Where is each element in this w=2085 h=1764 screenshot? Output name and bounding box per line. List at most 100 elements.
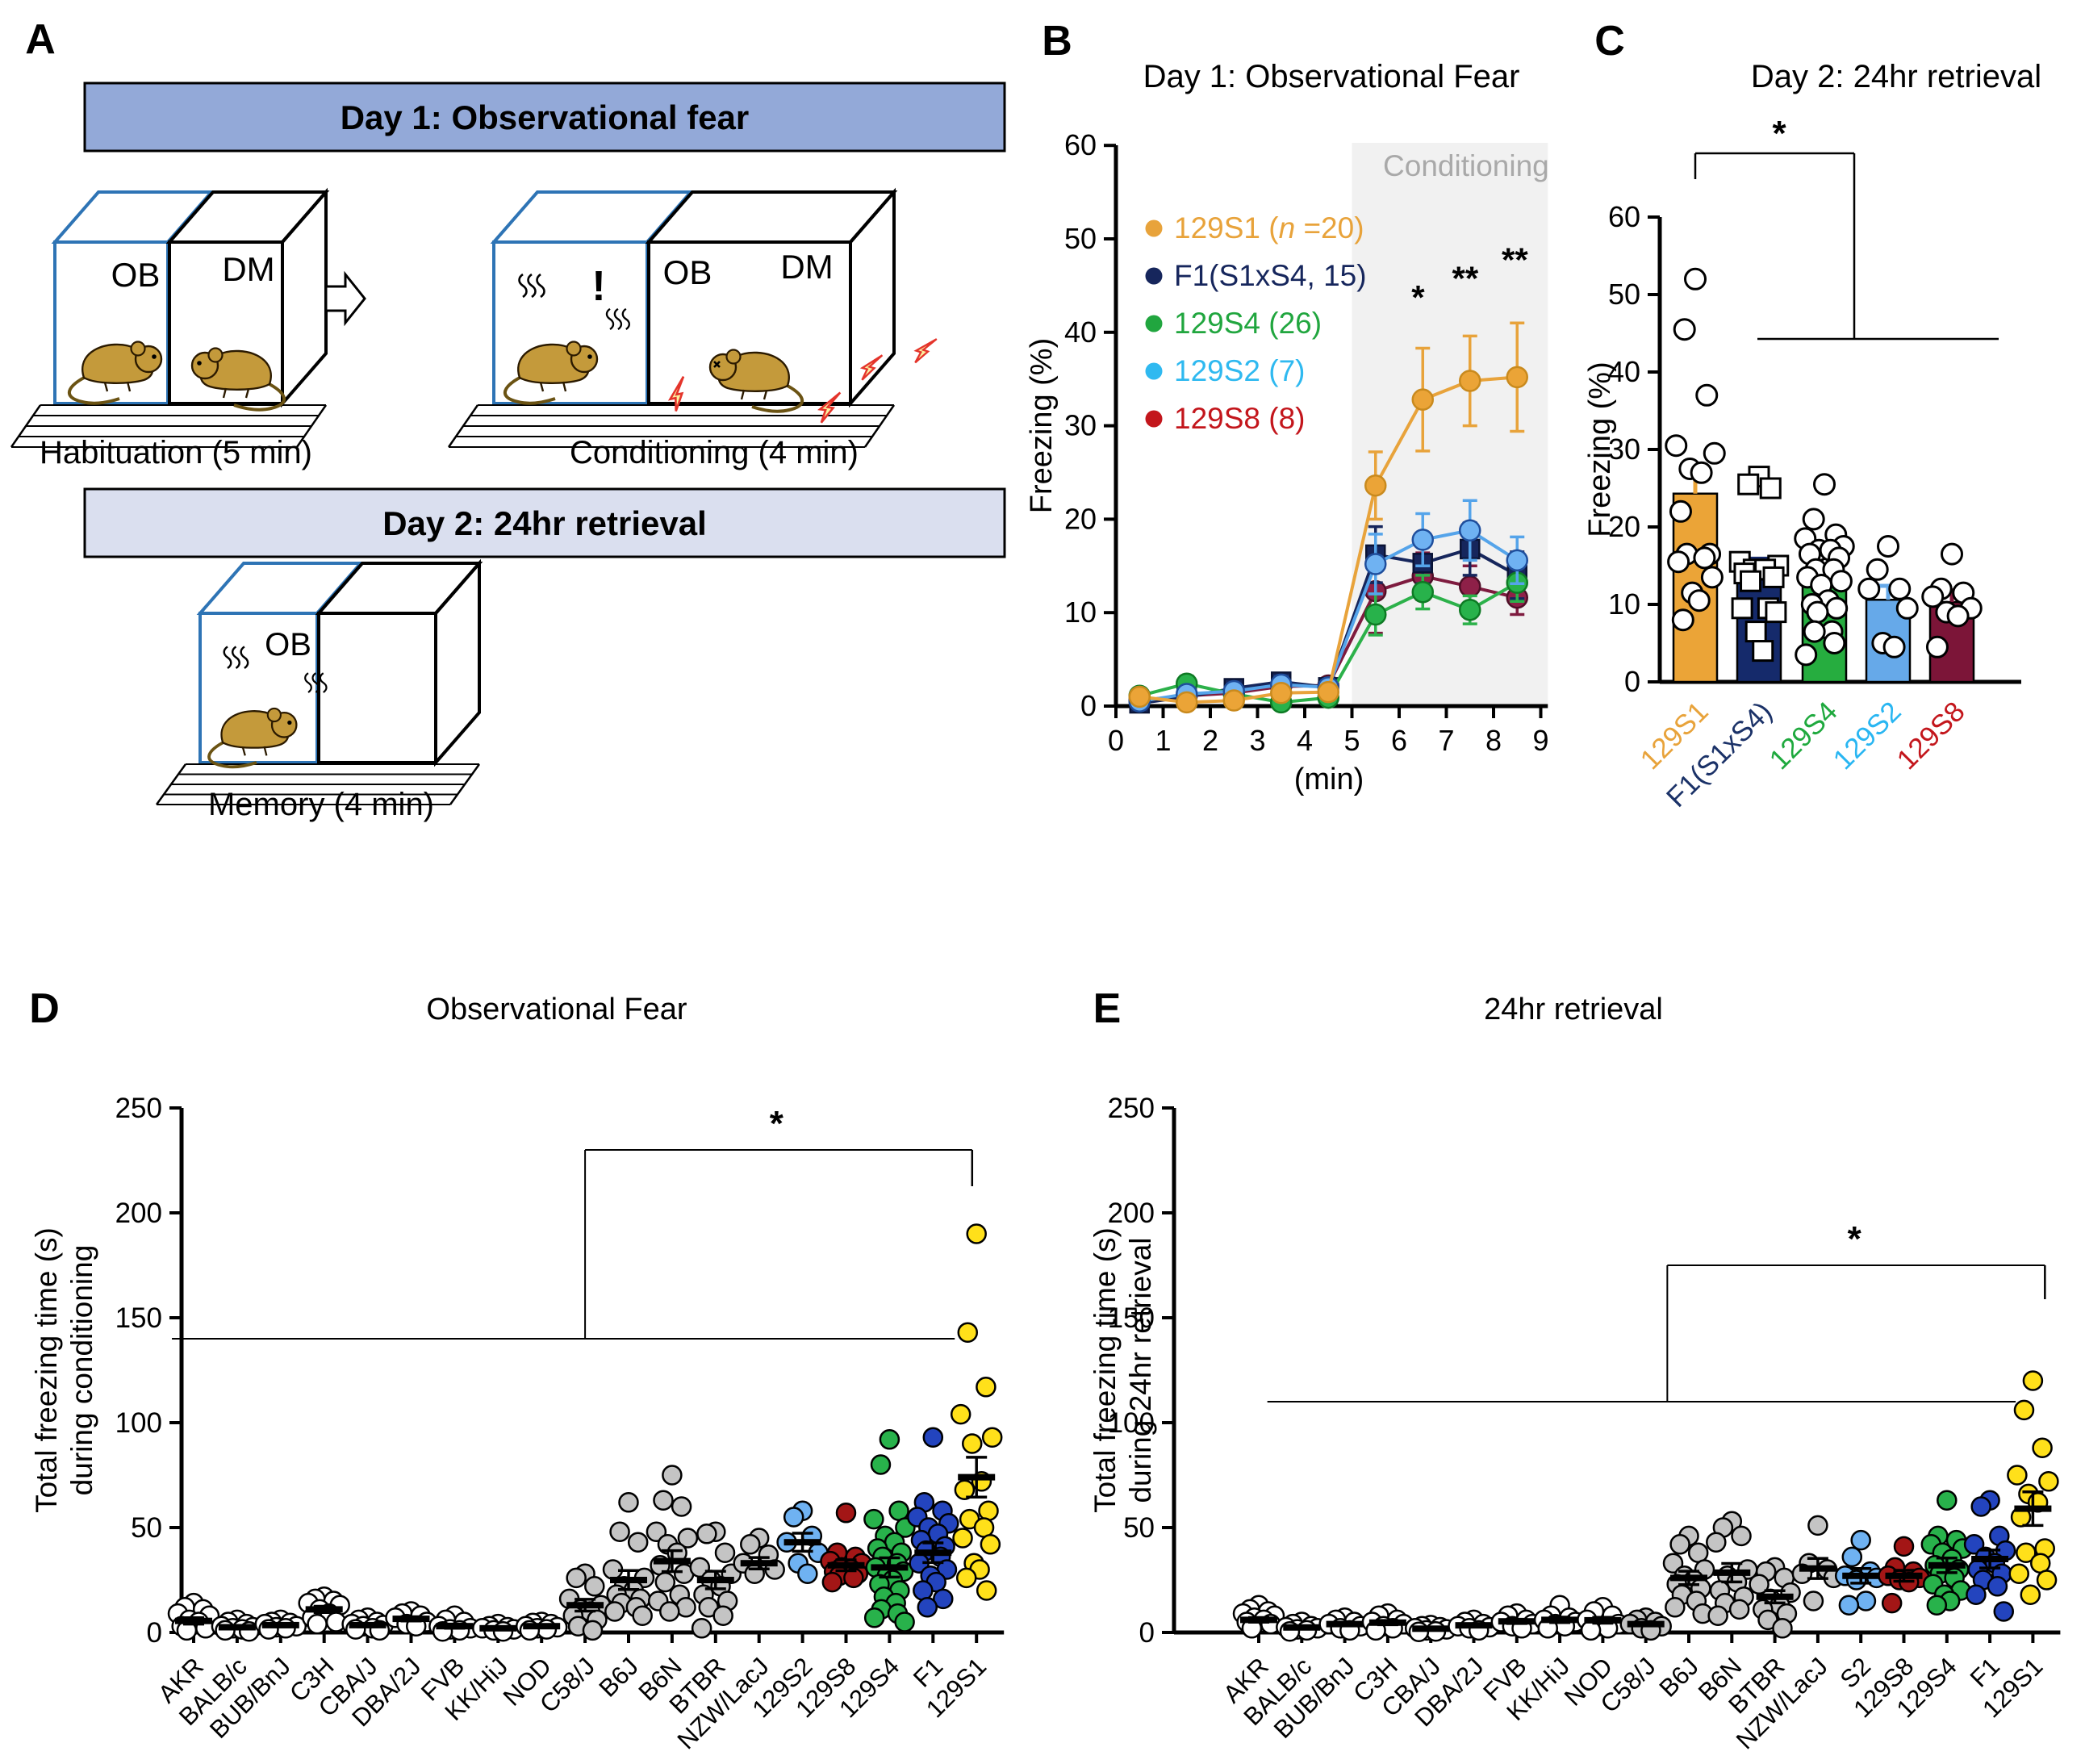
mean-bar [610,1577,647,1583]
data-point [584,1576,605,1597]
data-point [797,1563,818,1584]
banner-title: Day 2: 24hr retrieval [382,504,707,542]
data-point [1667,550,1690,574]
phase-banner [83,82,1006,153]
data-point [1687,1542,1709,1563]
mean-bar [1842,1572,1880,1579]
y-tick-label: 10 [1608,587,1640,621]
squiggle [605,307,615,330]
mean-bar [1368,1619,1406,1626]
label-ob: OB [663,253,712,291]
data-point [888,1500,909,1521]
significance-asterisk: ** [1452,260,1479,298]
y-axis-title: Freezing (%) [1025,338,1059,514]
data-point [1693,546,1716,570]
data-point [2016,1542,2037,1563]
tspan-shape: 129S8 (8) [1174,402,1306,435]
squiggle [240,646,249,670]
x-tick-label-B6J: B6J [593,1652,644,1703]
box-top-face [490,190,695,244]
data-point [821,1571,843,1593]
significance-bracket [1694,152,1999,341]
y-tick-label: 50 [1608,278,1640,311]
y-tick-label: 50 [1123,1512,1155,1544]
mean-bar [436,1623,474,1630]
data-point [1459,575,1481,598]
legend-marker-129S2 [1145,362,1163,380]
box-front-face [168,240,284,405]
tspan-shape: 129S4 (26) [1174,307,1322,340]
data-point [1838,1595,1860,1616]
mean-bar [261,1621,299,1628]
caption-habituation: Habituation (5 min) [40,435,312,470]
panel-b-line-chart: B Day 1: Observational Fear Conditioning 0 1… [1013,0,1590,952]
data-point [1806,600,1829,624]
data-point [1411,388,1434,411]
mean-bar [1498,1618,1536,1625]
chart-canvas: C Day 2: 24hr retrieval 0 10 20 30 40 50 60 Freez… [1583,18,2041,813]
y-tick-label: 150 [1108,1302,1155,1334]
box-top-face [196,562,365,615]
data-point [1673,318,1696,341]
chart-title: 24hr retrieval [1484,993,1663,1026]
mean-bar [305,1606,343,1613]
data-point [1700,566,1724,589]
trembling-marks [605,307,631,330]
data-point [2032,1437,2053,1458]
mouse-ear [207,347,224,363]
panel-label-d: D [29,985,60,1032]
y-tick-label: 100 [115,1407,162,1439]
data-point [1807,1515,1828,1536]
data-point [1749,1574,1770,1595]
data-point [1823,632,1846,654]
data-point [1459,598,1481,621]
x-tick-label: 6 [1391,724,1407,757]
shock-bolt-icon [859,354,884,381]
data-point [917,1597,938,1618]
x-axis-title: (min) [1294,763,1364,796]
mean-bar [1799,1565,1836,1572]
mean-bar [523,1623,561,1630]
data-point [627,1532,649,1553]
legend-entry-129S1: 129S1 (n =20) [1174,211,1364,245]
data-point [1970,1496,1991,1517]
y-axis-title-line1: Total freezing time (s) [30,1227,63,1513]
data-point [1772,1618,1793,1639]
data-point [2007,1465,2028,1486]
data-point [740,1534,761,1555]
box-side-face [281,187,328,408]
significance-bracket [172,1149,974,1340]
legend-marker-129S8 [1145,410,1163,428]
data-point [1803,1591,1824,1611]
data-point [696,1524,717,1545]
data-point [1317,680,1339,704]
y-axis-title-line1: Total freezing time (s) [1088,1227,1122,1513]
data-point [1841,1546,1863,1568]
mean-bar [653,1557,691,1565]
data-point [689,1557,711,1578]
mean-bar [1412,1625,1450,1632]
data-point [1813,473,1836,496]
data-point [1762,566,1785,588]
panel-label-c: C [1594,18,1625,65]
data-point [1459,370,1481,392]
y-tick-label: 40 [1608,355,1640,388]
mean-bar [871,1564,909,1571]
legend-marker-129S4 [1145,315,1163,332]
legend-entry-129S4: 129S4 (26) [1174,307,1322,340]
panel-label-e: E [1093,985,1122,1032]
y-tick-label: 0 [1139,1617,1155,1649]
banner-title: Day 1: Observational fear [341,98,750,136]
y-tick-label: 150 [115,1302,162,1334]
squiggle [621,307,631,330]
legend-entry-129S2: 129S2 (7) [1174,354,1306,387]
mean-bar [914,1549,952,1557]
legend-entry-129S8: 129S8 (8) [1174,402,1306,435]
mouse-ear [130,341,146,357]
squiggle [536,273,545,299]
squiggle [304,672,312,693]
mouse-eye-x [713,361,721,368]
y-tick-label: 20 [1064,502,1097,535]
mouse-cartoon [67,341,163,405]
